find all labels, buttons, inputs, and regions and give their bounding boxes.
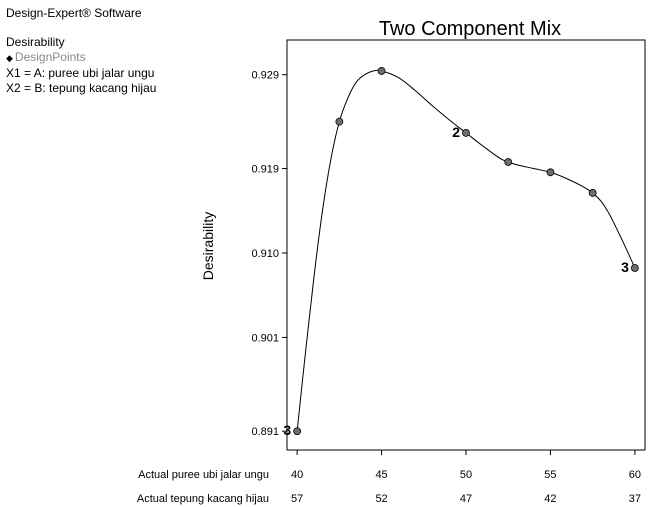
y-tick-label: 0.891 — [251, 426, 279, 438]
design-point — [588, 189, 597, 197]
design-points: 3 2 3 — [283, 67, 639, 438]
software-name: Design-Expert® Software — [6, 6, 142, 20]
y-tick-label: 0.929 — [251, 70, 279, 82]
x-tick-label: 52 — [375, 493, 387, 505]
design-point — [293, 427, 302, 436]
design-point — [377, 67, 386, 75]
design-point — [546, 168, 555, 177]
design-point — [462, 128, 470, 137]
x-row-label: Actual tepung kacang hijau — [137, 493, 269, 505]
x-tick-label: 37 — [629, 493, 641, 505]
plot-frame — [286, 39, 646, 451]
y-axis: 0.891 0.901 0.910 0.919 0.929 — [251, 70, 287, 438]
x-tick-label: 60 — [629, 469, 641, 481]
design-point — [630, 264, 639, 272]
y-tick-label: 0.910 — [251, 248, 279, 260]
x1-factor: X1 = A: puree ubi jalar ungu — [6, 66, 155, 80]
x-tick-label: 55 — [544, 469, 556, 481]
desirability-curve — [296, 69, 636, 432]
diamond-icon: ◆ — [6, 53, 13, 63]
x-tick-label: 40 — [291, 469, 303, 481]
x-tick-label: 42 — [544, 493, 556, 505]
design-point — [504, 158, 513, 166]
response-name: Desirability — [6, 35, 65, 49]
y-tick-label: 0.901 — [251, 332, 279, 344]
x-tick-label: 50 — [460, 469, 472, 481]
x-row-label: Actual puree ubi jalar ungu — [138, 469, 269, 481]
design-point — [335, 117, 344, 126]
y-tick-label: 0.919 — [251, 164, 279, 176]
replicate-count-label: 3 — [621, 259, 629, 275]
x-tick-label: 47 — [460, 493, 472, 505]
design-points-legend: ◆ DesignPoints — [6, 50, 156, 66]
chart-title: Two Component Mix — [379, 18, 561, 40]
y-axis-label: Desirability — [200, 212, 216, 280]
replicate-count-label: 3 — [283, 422, 291, 438]
x-tick-label: 45 — [375, 469, 387, 481]
replicate-count-label: 2 — [452, 124, 460, 140]
x2-factor: X2 = B: tepung kacang hijau — [6, 81, 157, 95]
x-axis: Actual puree ubi jalar ungu 40 45 50 55 60 Act… — [137, 450, 641, 505]
design-points-label: DesignPoints — [14, 50, 86, 64]
legend-panel: Design-Expert® Software Desirability ◆ De… — [6, 6, 156, 96]
x-tick-label: 57 — [291, 493, 303, 505]
